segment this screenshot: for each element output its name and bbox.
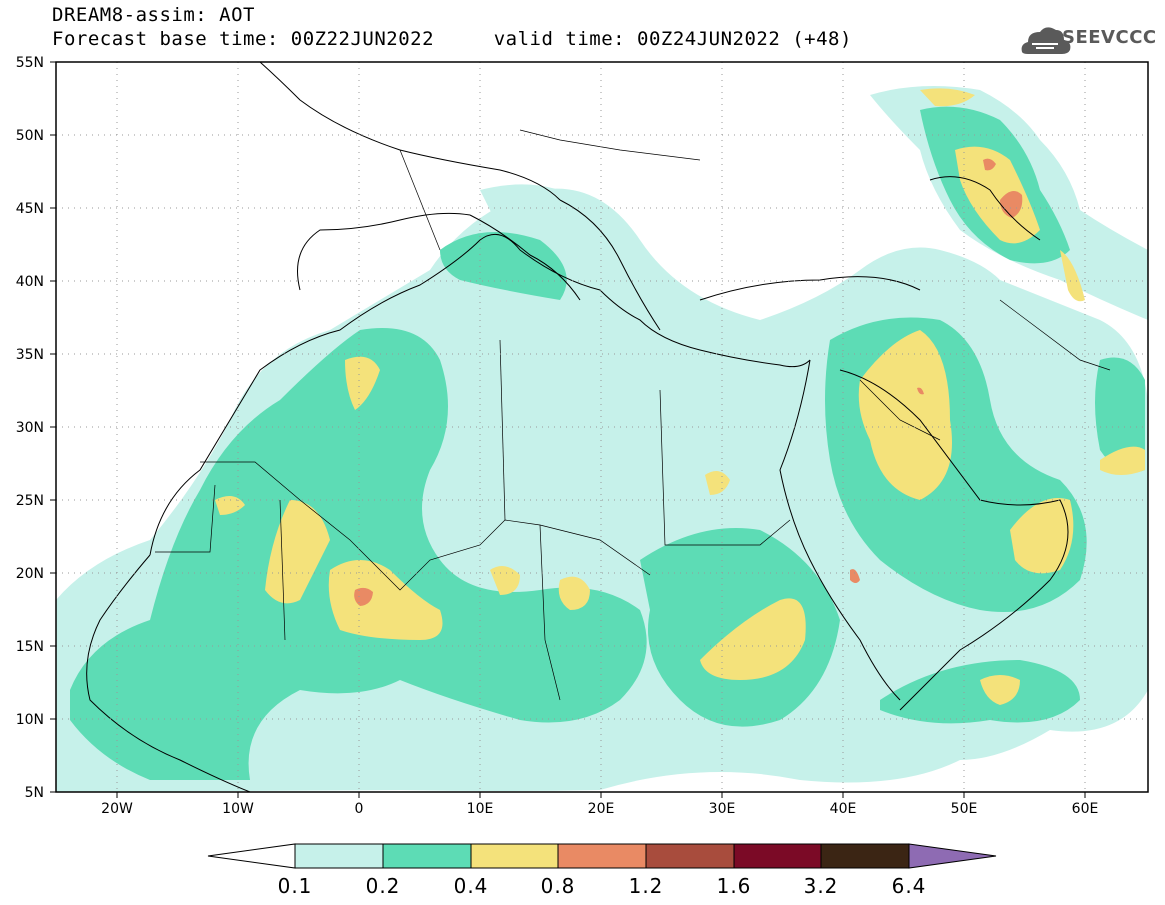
tick-marks [50,61,1086,798]
logo-text: SEEVCCC [1062,27,1157,48]
colorbar-swatch [820,843,910,869]
aot-field [56,86,1148,792]
colorbar-swatch [294,843,384,869]
colorbar-swatch [645,843,735,869]
colorbar-label: 0.8 [541,874,576,898]
colorbar-swatch [382,843,472,869]
colorbar-low-arrow [207,843,296,869]
colorbar [207,843,997,869]
lon-label: 20W [101,801,133,817]
lon-label: 20E [588,801,615,817]
lon-label: 10W [222,801,254,817]
lon-label: 40E [830,801,857,817]
graticule [56,62,1148,792]
lon-label: 30E [709,801,736,817]
colorbar-label: 0.1 [278,874,313,898]
colorbar-label: 6.4 [892,874,927,898]
colorbar-labels: 0.1 0.2 0.4 0.8 1.2 1.6 3.2 6.4 [278,874,927,898]
colorbar-label: 0.2 [366,874,401,898]
lon-label: 0 [355,801,364,817]
aot-level-0.4 [215,88,1145,705]
colorbar-swatch [557,843,647,869]
lat-label: 50N [16,128,44,144]
lat-label: 15N [16,639,44,655]
lat-label: 10N [16,712,44,728]
map-title: DREAM8-assim: AOT [52,4,255,26]
colorbar-label: 3.2 [804,874,839,898]
colorbar-high-arrow [908,843,997,869]
colorbar-swatch [733,843,822,869]
lon-label: 10E [467,801,494,817]
lat-label: 40N [16,274,44,290]
lon-label: 50E [951,801,978,817]
colorbar-label: 0.4 [454,874,489,898]
colorbar-label: 1.6 [717,874,752,898]
lat-label: 25N [16,493,44,509]
colorbar-label: 1.2 [629,874,664,898]
lon-label: 60E [1072,801,1099,817]
borders [155,129,1111,701]
cloud-icon [1021,27,1071,54]
lat-label: 45N [16,201,44,217]
aot-level-0.8 [354,158,1023,606]
lat-label: 20N [16,566,44,582]
lat-label: 55N [16,55,44,71]
lat-label: 35N [16,347,44,363]
lat-label: 30N [16,420,44,436]
forecast-time-line: Forecast base time: 00Z22JUN2022 valid t… [52,28,852,50]
lon-labels: 20W 10W 0 10E 20E 30E 40E 50E 60E [101,801,1098,817]
lat-labels: 55N 50N 45N 40N 35N 30N 25N 20N 15N 10N … [16,55,44,801]
lat-label: 5N [25,785,44,801]
colorbar-swatch [470,843,559,869]
